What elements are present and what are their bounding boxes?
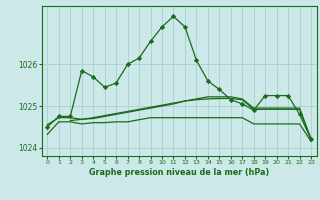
- X-axis label: Graphe pression niveau de la mer (hPa): Graphe pression niveau de la mer (hPa): [89, 168, 269, 177]
